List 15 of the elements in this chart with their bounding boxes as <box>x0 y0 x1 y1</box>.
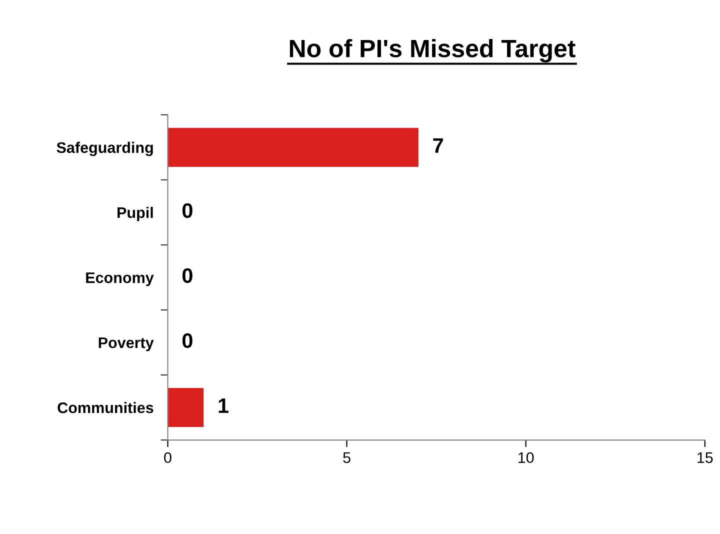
data-label: 0 <box>182 203 192 218</box>
x-tick-label: 10 <box>518 452 534 464</box>
y-tick-label: Safeguarding <box>56 142 153 156</box>
x-tick-label: 0 <box>164 452 172 464</box>
data-label: 1 <box>218 398 228 413</box>
data-label: 0 <box>182 333 192 348</box>
y-tick-label: Poverty <box>98 337 154 352</box>
y-tick-label: Pupil <box>118 206 153 222</box>
y-tick-label: Communities <box>58 402 154 414</box>
chart-title: No of PI's Missed Target <box>290 39 576 62</box>
y-tick-label: Economy <box>86 272 154 286</box>
data-label: 0 <box>182 268 192 284</box>
x-tick-label: 15 <box>698 452 713 464</box>
x-tick-label: 5 <box>343 452 350 464</box>
data-label: 7 <box>433 138 443 153</box>
